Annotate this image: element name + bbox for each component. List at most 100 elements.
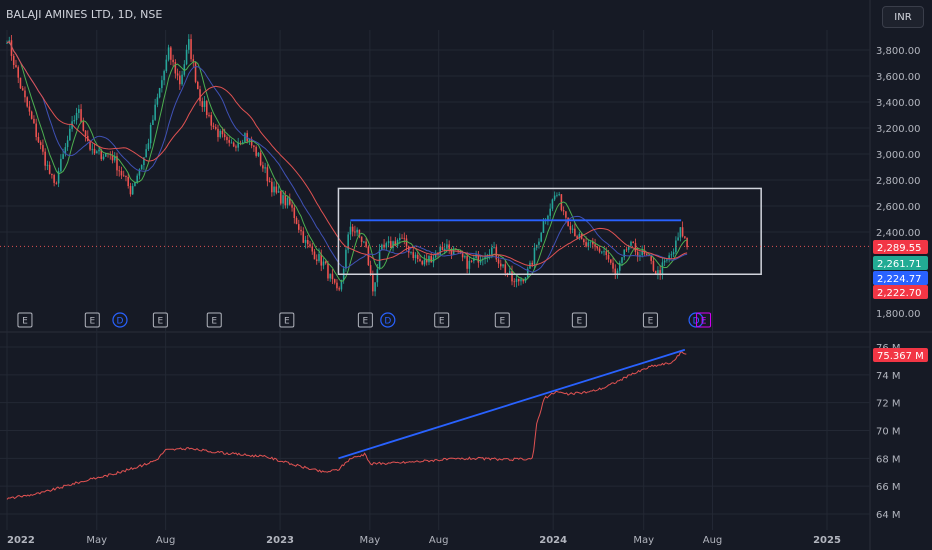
candle-body — [553, 195, 556, 200]
candle-body — [369, 265, 372, 275]
candle-body — [113, 156, 116, 161]
candle-body — [6, 42, 8, 44]
earnings-marker-label: E — [439, 317, 445, 327]
candle-body — [48, 164, 51, 174]
candle-body — [93, 148, 96, 154]
candle-body — [329, 273, 331, 279]
candle-body — [172, 59, 174, 63]
candle-body — [434, 252, 437, 258]
candle-body — [280, 191, 282, 204]
candle-body — [598, 248, 601, 252]
candle-body — [616, 270, 619, 275]
candle-body — [140, 165, 143, 170]
candle-body — [654, 270, 657, 274]
candle-body — [567, 217, 569, 227]
sub-tick-label: 68 M — [876, 454, 901, 465]
candle-body — [630, 241, 632, 246]
candle-body — [100, 149, 103, 160]
candle-body — [309, 244, 311, 247]
candle-body — [273, 186, 275, 193]
indicator-value-box — [873, 348, 928, 362]
candle-body — [668, 255, 670, 260]
candle-body — [410, 252, 412, 253]
x-tick-label: Aug — [429, 535, 449, 546]
candle-body — [650, 255, 652, 261]
candle-body — [199, 89, 201, 102]
earnings-marker-label: E — [89, 317, 95, 327]
candle-body — [594, 244, 596, 247]
candle-body — [576, 236, 578, 239]
candle-body — [466, 255, 468, 269]
price-label: 2,222.70 — [877, 288, 922, 299]
candle-body — [82, 121, 85, 131]
candle-body — [470, 260, 473, 262]
candle-body — [250, 138, 253, 146]
candle-body — [401, 237, 403, 239]
candle-body — [15, 65, 17, 68]
range-box — [337, 187, 762, 275]
candle-body — [448, 244, 450, 249]
candle-body — [152, 119, 154, 125]
candle-body — [627, 245, 630, 250]
candle-body — [293, 207, 296, 219]
candle-body — [51, 173, 53, 176]
candle-body — [320, 253, 323, 266]
candle-body — [302, 231, 305, 243]
candle-body — [565, 211, 567, 218]
candle-body — [143, 157, 145, 166]
x-tick-label: 2025 — [813, 535, 841, 546]
candle-body — [464, 255, 466, 258]
candle-body — [201, 101, 204, 107]
earnings-marker-label: E — [284, 317, 290, 327]
candle-body — [531, 262, 534, 265]
candle-body — [129, 186, 132, 195]
candle-body — [322, 261, 325, 266]
candle-body — [439, 246, 441, 255]
candle-body — [214, 126, 217, 129]
candle-body — [412, 252, 415, 259]
candle-body — [304, 239, 307, 243]
price-tick-label: 2,800.00 — [876, 176, 921, 187]
candle-body — [179, 75, 181, 85]
price-label-box — [873, 271, 928, 285]
earnings-marker-label: E — [211, 317, 217, 327]
candle-body — [44, 151, 46, 166]
price-pane[interactable] — [0, 34, 870, 297]
candle-body — [185, 49, 188, 65]
indicator-trend-line — [338, 348, 686, 460]
indicator-pane[interactable] — [6, 348, 687, 500]
candle-body — [340, 280, 343, 290]
candle-body — [60, 158, 62, 172]
sub-tick-label: 74 M — [876, 371, 901, 382]
candle-body — [277, 191, 280, 193]
candle-body — [298, 224, 300, 230]
candle-body — [315, 259, 318, 261]
candle-body — [284, 195, 287, 206]
candle-body — [513, 281, 516, 283]
candle-body — [257, 152, 260, 156]
axes: 2022 May Aug 2023 May Aug 2024 May Aug 2025 3,800.… — [7, 46, 928, 546]
candle-body — [28, 106, 31, 112]
candle-body — [636, 251, 639, 257]
candle-body — [311, 246, 314, 252]
candle-body — [167, 47, 170, 60]
sma-fast-line — [6, 40, 688, 283]
currency-button[interactable]: INR — [882, 6, 924, 28]
candle-body — [618, 262, 621, 271]
candle-body — [601, 251, 603, 253]
candle-body — [520, 279, 522, 282]
earnings-marker — [84, 312, 100, 328]
candle-body — [138, 169, 141, 176]
candle-body — [659, 270, 661, 276]
candle-body — [102, 156, 105, 160]
candle-body — [181, 74, 183, 85]
candle-body — [118, 170, 121, 172]
candle-body — [592, 241, 594, 245]
candle-body — [663, 260, 666, 263]
candle-body — [125, 175, 127, 178]
candle-body — [10, 40, 13, 56]
candle-body — [587, 242, 590, 247]
earnings-marker — [494, 312, 510, 328]
